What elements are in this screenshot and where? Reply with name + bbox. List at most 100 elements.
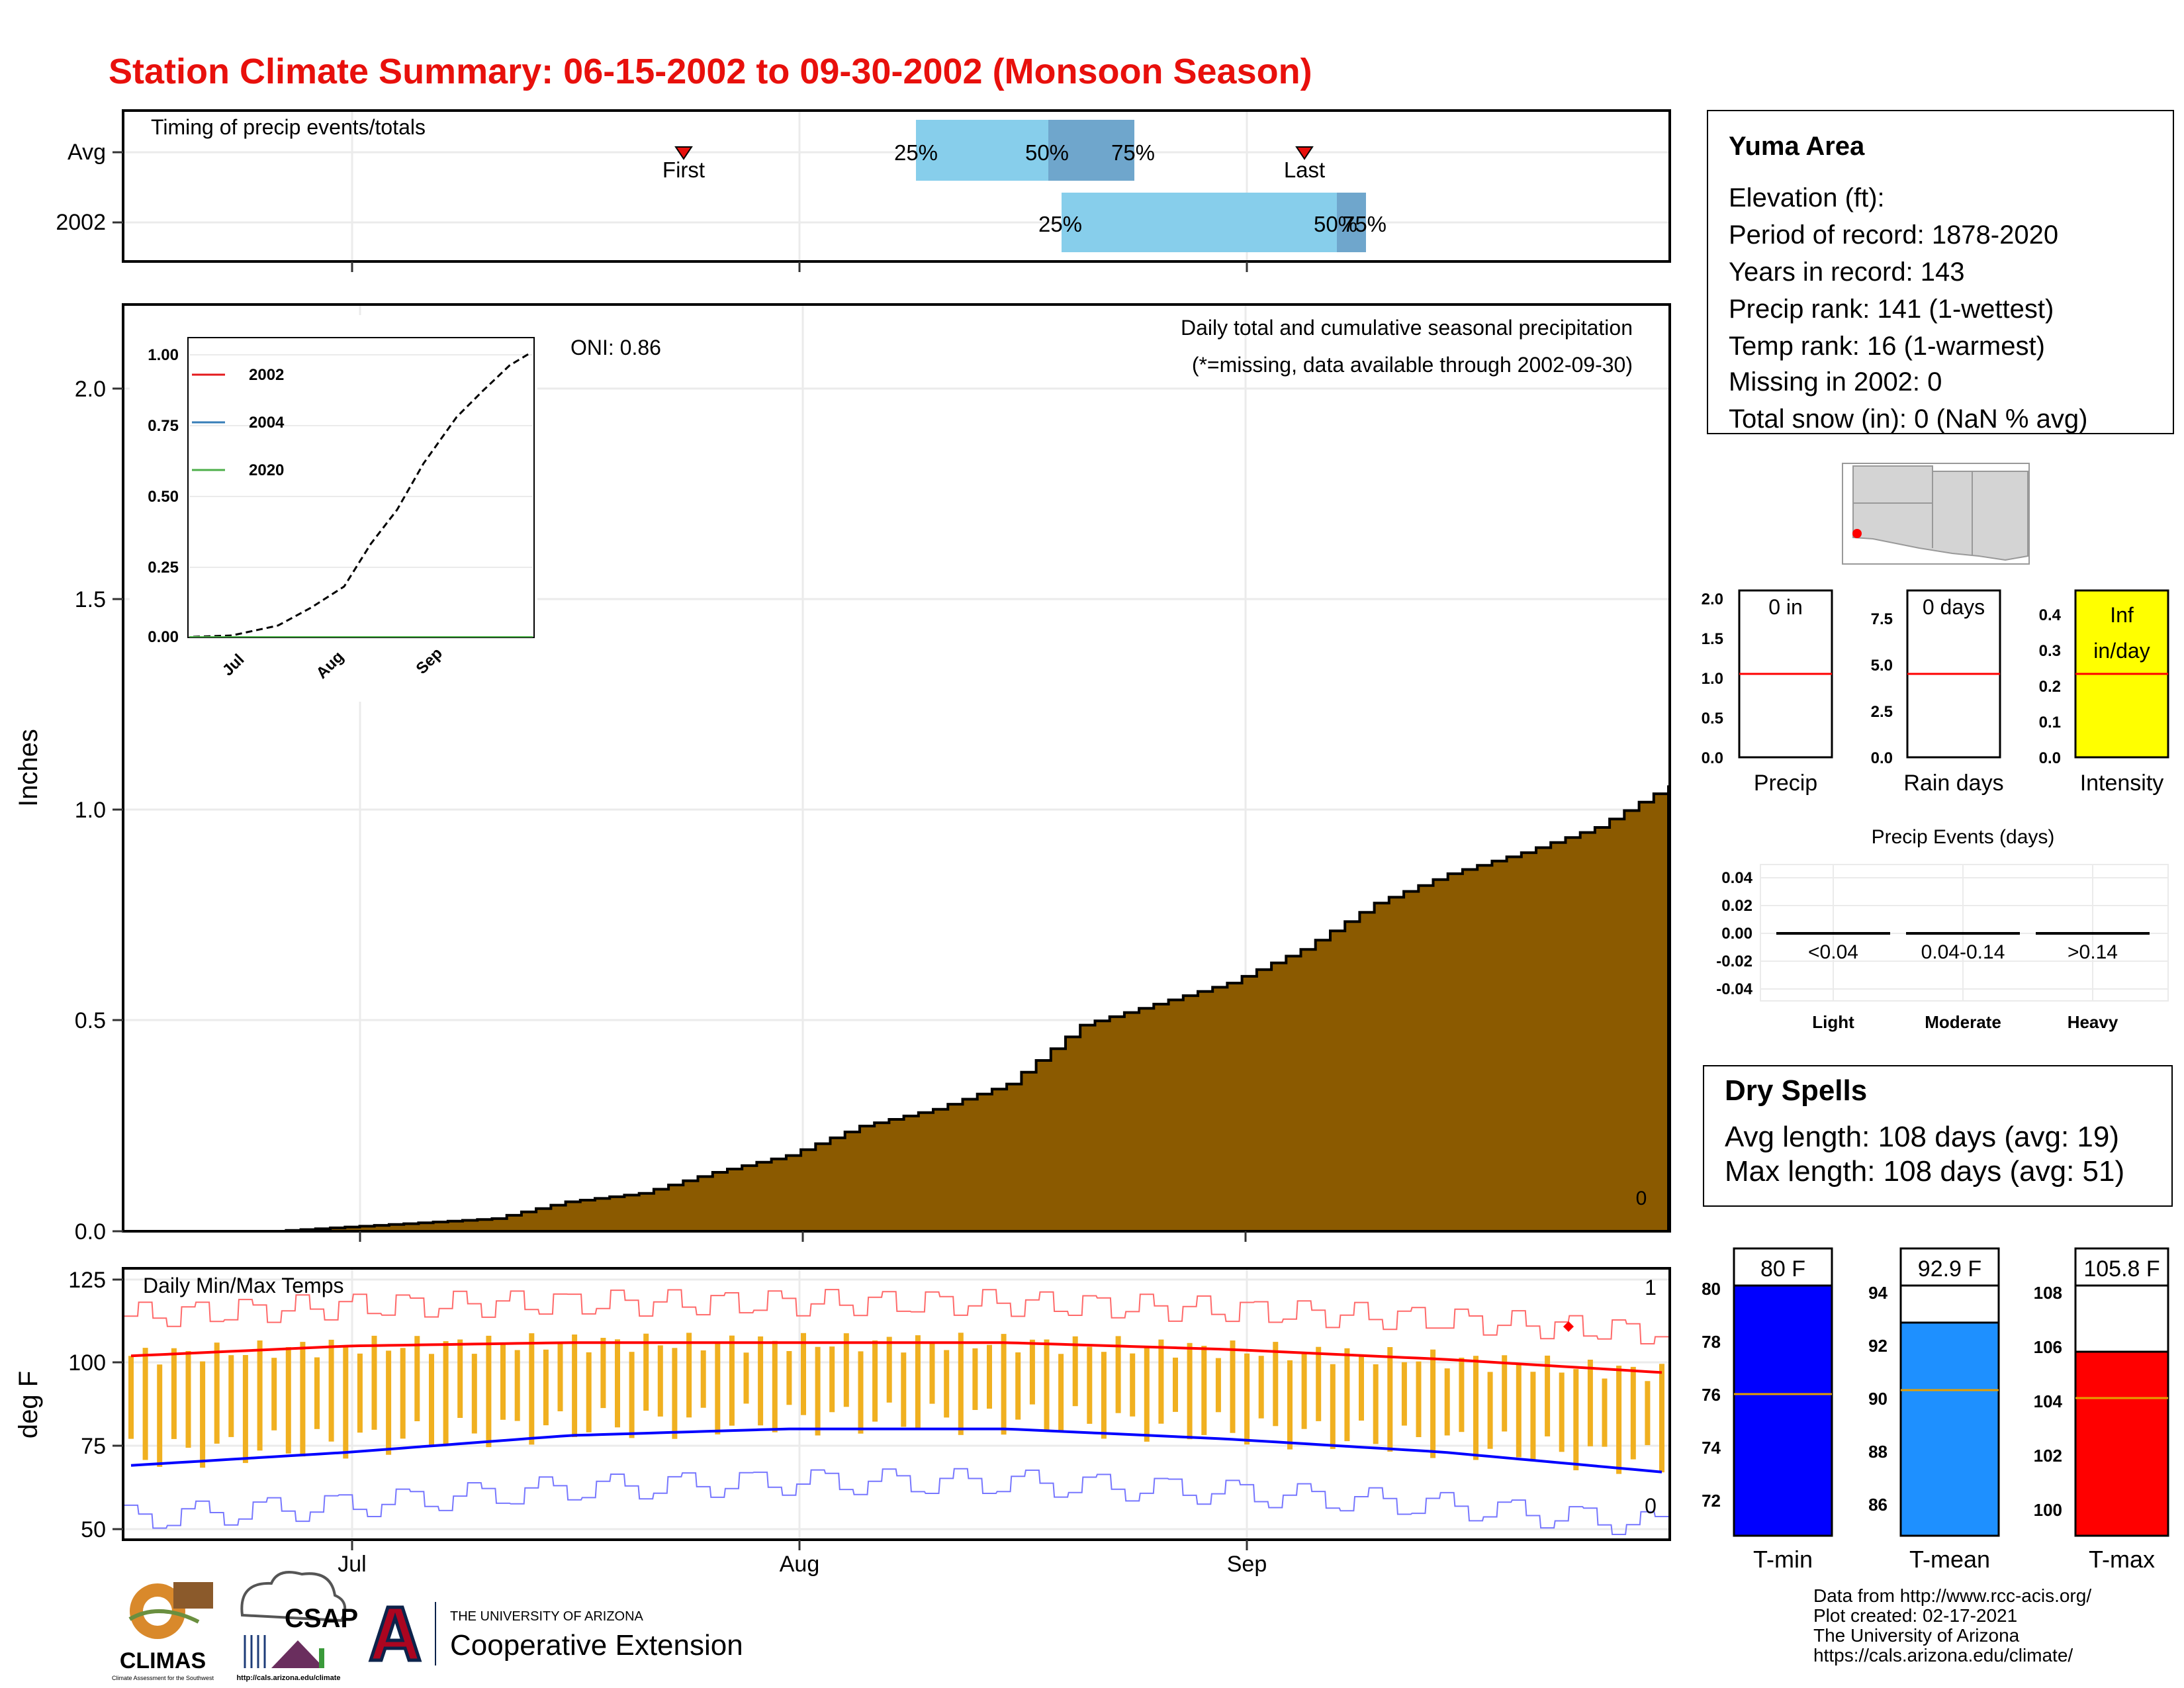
last-marker-icon [1295,146,1314,160]
temps-ytick: 125 [68,1268,106,1293]
temp-range-bar [200,1361,206,1468]
temp-range-bar [157,1364,163,1467]
intensity-gauge: Inf in/day 0.0 0.1 0.2 0.3 0.4 Intensity [2039,589,2169,796]
raindays-gauge-tick: 7.5 [1871,610,1893,628]
temp-range-bar [1359,1354,1364,1421]
temp-range-bar [328,1339,334,1442]
precip-yaxis: 0.0 0.5 1.0 1.5 2.0 [75,377,106,1244]
temp-range-bar [772,1340,778,1432]
temp-range-bar [514,1350,520,1421]
temp-range-bar [1015,1352,1021,1420]
temp-range-bar [1230,1340,1236,1433]
temp-range-bar [1201,1346,1207,1435]
temp-range-bar [686,1333,692,1418]
tmax-value: 105.8 F [2083,1256,2160,1282]
tmin-tick: 80 [1702,1279,1721,1299]
temp-range-bar [1545,1355,1551,1436]
events-cat-moderate: Moderate [1925,1012,2001,1032]
temp-range-bar [1502,1355,1508,1432]
csap-url: http://cals.arizona.edu/climate [236,1674,340,1682]
dry-spells-box: Dry Spells Avg length: 108 days (avg: 19… [1703,1065,2173,1207]
temp-range-bar [829,1346,835,1413]
temp-range-bar [1573,1369,1579,1471]
temp-range-bar [242,1355,248,1464]
temp-range-bar [915,1335,921,1430]
temp-range-bar [486,1335,492,1448]
inset-ytick: 0.25 [148,559,179,577]
raindays-gauge-tick: 2.5 [1871,703,1893,721]
ua-logo: THE UNIVERSITY OF ARIZONA Cooperative Ex… [368,1602,743,1665]
temp-range-bar [471,1354,477,1434]
temps-ytick: 100 [68,1350,106,1376]
page-title: Station Climate Summary: 06-15-2002 to 0… [109,52,1312,91]
temp-range-bar [901,1352,907,1427]
credit-line: Plot created: 02-17-2021 [1813,1605,2017,1626]
temp-range-bar [1487,1372,1493,1449]
temp-range-bar [1258,1356,1264,1419]
temp-range-bar [285,1347,291,1454]
raindays-gauge: 0 days 0.0 2.5 5.0 7.5 Rain days [1871,589,2004,796]
temp-range-bar [1001,1334,1007,1435]
temp-range-bar [1459,1358,1465,1432]
precip-subtitle: (*=missing, data available through 2002-… [1192,353,1633,377]
temp-range-bar [1316,1346,1322,1421]
temp-range-bar [786,1351,792,1405]
precip-gauge-label: Precip [1754,771,1817,796]
credit-line: Data from http://www.rcc-acis.org/ [1813,1585,2091,1606]
tmax-tick: 104 [2034,1391,2063,1411]
y2002-pct50: 50% [1314,212,1357,236]
temps-max-count: 1 [1645,1276,1657,1299]
temp-range-bar [1587,1360,1593,1446]
precip-missing-count: 0 [1636,1188,1647,1209]
temp-range-bar [700,1350,706,1408]
temp-range-bar [615,1339,620,1428]
temp-range-bar [1215,1358,1221,1413]
temp-range-bar [944,1350,950,1418]
events-bin-moderate: 0.04-0.14 [1921,941,2005,963]
tmean-tick: 88 [1868,1442,1888,1462]
tmean-tick: 94 [1868,1283,1888,1303]
temps-min-count: 0 [1645,1494,1657,1518]
intensity-gauge-tick: 0.3 [2039,642,2061,660]
tmax-tick: 102 [2034,1446,2062,1466]
temp-range-bar [929,1342,935,1404]
raindays-gauge-value: 0 days [1923,595,1985,619]
intensity-gauge-unit: in/day [2093,639,2150,663]
climas-wordmark: CLIMAS [120,1648,206,1673]
inset-legend-2002: 2002 [249,366,284,384]
precip-gauge-tick: 2.0 [1702,590,1723,608]
station-years: Years in record: 143 [1729,258,1965,287]
precip-gauge: 0 in 0.0 0.5 1.0 1.5 2.0 Precip [1702,589,1833,796]
record-min-line [124,1468,1668,1535]
csap-logo: CSAP http://cals.arizona.edu/climate [236,1571,358,1682]
y2002-pct25: 25% [1038,212,1082,236]
temp-range-bar [1344,1348,1350,1442]
events-ytick: -0.04 [1716,980,1752,998]
temp-range-bar [343,1345,349,1459]
intensity-gauge-tick: 0.0 [2039,749,2061,767]
temp-range-bar [257,1340,263,1451]
events-bin-heavy: >0.14 [2068,941,2118,963]
events-cat-heavy: Heavy [2068,1012,2118,1032]
location-map [1842,463,2030,565]
station-info-box: Yuma Area Elevation (ft): Period of reco… [1707,110,2174,434]
precip-events-chart: Precip Events (days) 0.04 0.02 0.00 -0.0… [1716,826,2169,1032]
temp-range-bar [400,1348,406,1439]
temp-range-bar [314,1357,320,1429]
temp-range-bar [529,1333,535,1445]
temp-range-bar [643,1333,649,1411]
temps-ytick: 50 [81,1517,106,1542]
temp-range-bar [801,1333,806,1415]
avg-bar-25-50 [916,120,1048,181]
intensity-gauge-tick: 0.4 [2039,606,2062,624]
temp-range-bar [729,1335,735,1426]
temp-range-bar [429,1354,434,1446]
timing-row-avg: Avg [68,140,106,165]
precip-gauge-value: 0 in [1768,595,1803,619]
temp-range-bar [185,1351,191,1448]
dry-spells-title: Dry Spells [1725,1074,1867,1107]
temps-ytick: 75 [81,1434,106,1459]
ua-extension: Cooperative Extension [450,1629,743,1662]
tmean-tick: 92 [1868,1336,1888,1356]
last-label: Last [1284,158,1325,182]
